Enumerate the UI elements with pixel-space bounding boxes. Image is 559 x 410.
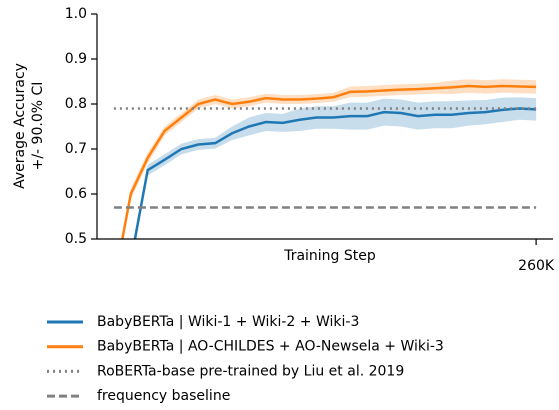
ci-band — [133, 97, 537, 239]
y-tick-label: 0.9 — [65, 51, 87, 67]
legend-label: frequency baseline — [97, 388, 230, 404]
series-line — [133, 107, 537, 239]
y-axis-label: Average Accuracy — [12, 63, 28, 189]
legend-label: RoBERTa-base pre-trained by Liu et al. 2… — [97, 363, 404, 379]
legend-label: BabyBERTa | Wiki-1 + Wiki-2 + Wiki-3 — [97, 314, 359, 330]
x-tick-label: 260K — [518, 258, 555, 274]
y-tick-label: 0.5 — [65, 231, 87, 247]
plot-area — [113, 79, 537, 239]
y-axis-label: +/- 90.0% CI — [30, 82, 46, 171]
y-tick-label: 0.8 — [65, 96, 87, 112]
x-axis-label: Training Step — [283, 248, 376, 264]
y-tick-label: 0.6 — [65, 186, 87, 202]
y-tick-label: 1.0 — [65, 6, 87, 22]
legend-label: BabyBERTa | AO-CHILDES + AO-Newsela + Wi… — [97, 339, 444, 355]
series-line — [121, 84, 537, 239]
y-tick-label: 0.7 — [65, 141, 87, 157]
